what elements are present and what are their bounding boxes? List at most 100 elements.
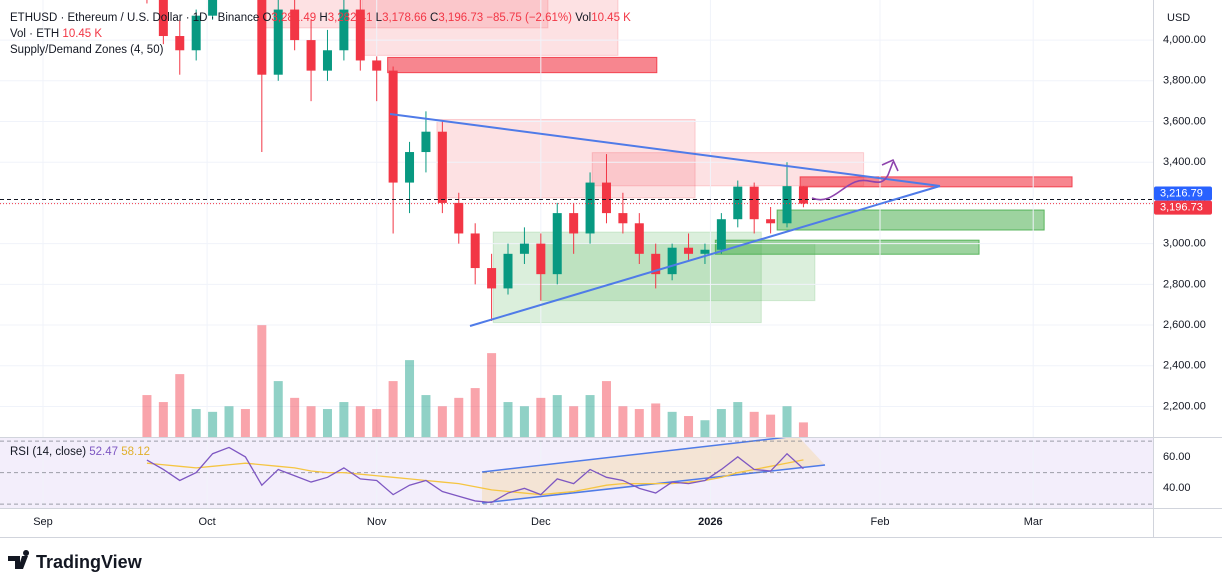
volume-bar [372,409,382,437]
zone [776,209,1045,231]
zone [361,0,619,56]
volume-bar [503,402,513,437]
candle-body [437,131,447,203]
volume-bar [175,374,185,437]
volume-bar [733,402,743,437]
candle-body [782,186,792,224]
drawings [389,113,941,327]
volume-bar [405,360,415,437]
candle-body [487,268,497,289]
candle-body [569,213,579,234]
candle-body [552,213,562,275]
y-tick-label: 2,400.00 [1163,360,1206,372]
y-tick-label: 2,600.00 [1163,319,1206,331]
projection-arrow [811,161,894,201]
volume-bar [339,402,349,437]
low: 3,178.66 [382,12,427,24]
volume-bar [716,409,726,437]
brand: TradingView [8,550,143,572]
candle-body [519,243,529,254]
volume-bar [273,381,283,437]
volume-bar [158,402,168,437]
volume-bar [470,388,480,437]
price-tag-label: 3,216.79 [1160,187,1203,199]
y-tick-label: 4,000.00 [1163,34,1206,46]
rsi-legend: RSI (14, close) 52.47 58.12 [10,446,150,458]
volume-bar [667,411,677,437]
volume-bar [519,406,529,437]
candle-body [749,186,759,220]
candle-body [470,233,480,269]
volume-bar [782,406,792,437]
candle-body [388,70,398,183]
candle-body [208,0,218,16]
legend-header: ETHUSD · Ethereum / U.S. Dollar · 1D · B… [10,12,631,24]
volume-bar [437,406,447,437]
price-tag [1154,200,1212,215]
volume-bar [388,381,398,437]
volume-bar [798,422,808,437]
candle-body [667,247,677,275]
volume: 10.45 K [591,12,631,24]
volume-bar [684,416,694,437]
zone [436,118,696,199]
channel-line [481,438,787,473]
volume-bar [601,381,611,437]
candle-body [405,152,415,183]
candle-body [273,9,283,75]
rsi-ma-line [146,459,804,496]
volume-bar [618,406,628,437]
x-tick-label: 2026 [698,516,722,528]
candle-body [355,9,365,61]
candle-body [700,249,710,254]
symbol: ETHUSD · Ethereum / U.S. Dollar · 1D · B… [10,12,259,24]
arrow-head [881,158,899,172]
x-tick-label: Mar [1024,516,1043,528]
candle-body [191,15,201,51]
volume-bar [552,395,562,437]
candle-body [421,131,431,153]
currency: USD [1167,12,1190,24]
trendline [389,113,941,187]
candle-body [684,247,694,254]
y-tick-label: 2,200.00 [1163,400,1206,412]
volume-bar [634,409,644,437]
channel-fill [482,438,825,503]
l: L [376,12,383,24]
rsi-line [146,446,804,504]
brand-logo [8,550,30,569]
volume-legend: Vol · ETH 10.45 K [10,28,102,40]
vol: Vol [575,12,591,24]
close: 3,196.73 [438,12,483,24]
candle-body [372,60,382,71]
volume-bar [454,397,464,437]
price-tag [1154,186,1212,201]
volume-bar [569,406,579,437]
y-tick-label: 3,600.00 [1163,115,1206,127]
x-tick-label: Feb [871,516,890,528]
volume-bar [290,397,300,437]
brand-name: TradingView [36,552,143,572]
candle-body [634,223,644,254]
volume-bar [355,406,365,437]
candle-body [503,253,513,289]
open: 3,281.49 [271,12,316,24]
x-tick-label: Sep [33,516,53,528]
h: H [319,12,327,24]
candle-body [585,182,595,234]
volume-bar [306,406,316,437]
candle-body [339,9,349,51]
candle-body [716,219,726,250]
candle-body [798,186,808,204]
zone [387,56,658,74]
rsi-value: 52.47 [89,446,118,458]
rsi-tick-label: 40.00 [1163,482,1191,494]
y-tick-label: 3,400.00 [1163,156,1206,168]
candle-body [618,213,628,224]
volume-bar [257,325,267,437]
volume-value: 10.45 K [62,28,102,40]
x-tick-label: Oct [199,516,216,528]
volume-bar [487,353,497,437]
y-tick-label: 2,800.00 [1163,278,1206,290]
volume-bar [240,409,250,437]
